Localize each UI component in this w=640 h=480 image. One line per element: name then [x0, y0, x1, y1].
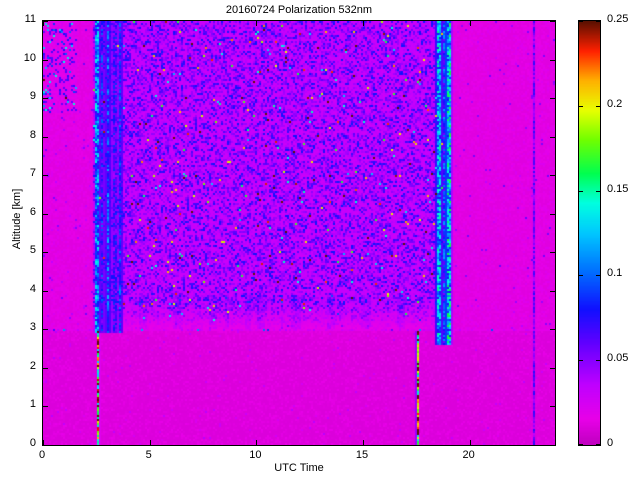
- colorbar-tick-label-0.15: 0.15: [607, 182, 629, 195]
- y-tick-label-10: 10: [23, 51, 36, 64]
- y-axis-label: Altitude [km]: [11, 188, 23, 250]
- y-tick-label-4: 4: [29, 282, 36, 295]
- colorbar-tick-label-0.1: 0.1: [607, 267, 623, 280]
- page-title: 20160724 Polarization 532nm: [225, 4, 373, 16]
- colorbar[interactable]: [578, 20, 601, 446]
- y-tick-label-8: 8: [29, 128, 36, 141]
- x-tick-label-15: 15: [355, 449, 369, 461]
- y-tick-label-3: 3: [29, 321, 36, 334]
- x-tick-label-0: 0: [38, 449, 46, 461]
- x-tick-label-5: 5: [145, 449, 152, 461]
- main-plot-axes[interactable]: [42, 20, 556, 446]
- y-tick-label-5: 5: [29, 244, 36, 257]
- y-tick-label-9: 9: [29, 90, 36, 103]
- y-tick-label-1: 1: [29, 398, 36, 411]
- x-axis-label: UTC Time: [274, 462, 324, 474]
- y-tick-label-2: 2: [29, 359, 36, 372]
- y-axis-tick-left-0: [43, 445, 48, 446]
- colorbar-tick-label-0.2: 0.2: [607, 97, 623, 110]
- y-tick-label-6: 6: [29, 205, 36, 218]
- colorbar-tick-label-0.05: 0.05: [607, 352, 629, 365]
- y-tick-label-11: 11: [24, 13, 36, 25]
- colorbar-tick-label-0.25: 0.25: [607, 13, 629, 25]
- y-tick-label-7: 7: [29, 167, 36, 180]
- x-tick-label-10: 10: [249, 449, 262, 461]
- lidar-heatmap-image: [43, 21, 555, 445]
- x-tick-label-20: 20: [462, 449, 475, 461]
- colorbar-gradient: [579, 21, 600, 445]
- colorbar-tick-label-0: 0: [607, 437, 614, 449]
- y-axis-tick-right-0: [550, 445, 555, 446]
- y-tick-label-0: 0: [29, 437, 36, 449]
